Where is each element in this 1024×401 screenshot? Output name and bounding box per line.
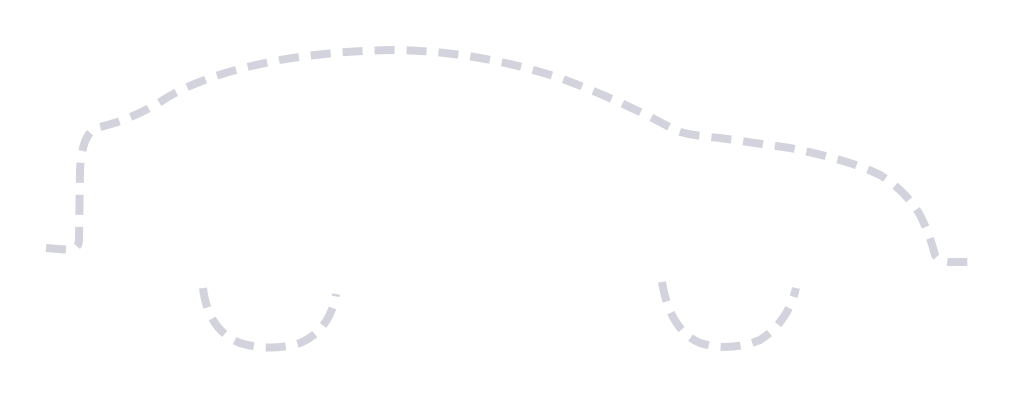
- rear-wheel-arch: [658, 281, 800, 351]
- car-body-outline: [45, 45, 978, 267]
- front-wheel-arch: [199, 287, 340, 352]
